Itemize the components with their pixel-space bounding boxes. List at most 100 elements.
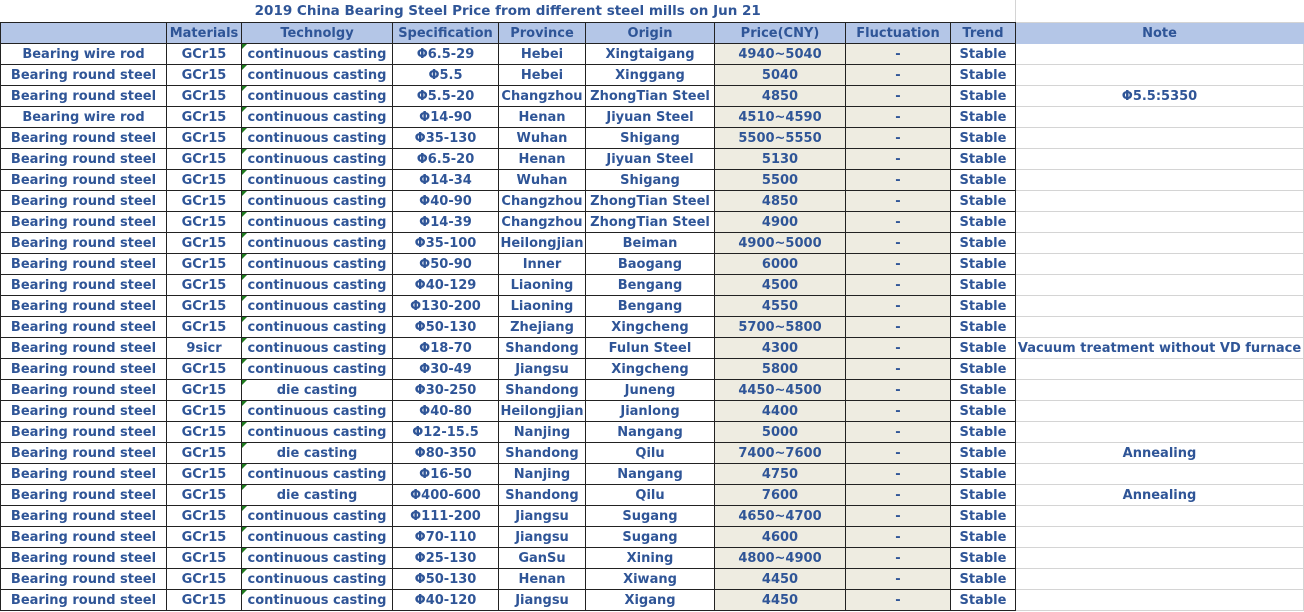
cell-province[interactable]: Changzhou xyxy=(498,211,586,233)
cell-product[interactable]: Bearing round steel xyxy=(0,589,167,611)
header-product[interactable] xyxy=(0,22,167,44)
cell-product[interactable]: Bearing round steel xyxy=(0,505,167,527)
cell-note[interactable] xyxy=(1015,568,1304,590)
cell-origin[interactable]: Xingcheng xyxy=(585,316,715,338)
cell-province[interactable]: Jiangsu xyxy=(498,505,586,527)
cell-origin[interactable]: Beiman xyxy=(585,232,715,254)
cell-note[interactable] xyxy=(1015,295,1304,317)
cell-product[interactable]: Bearing round steel xyxy=(0,358,167,380)
cell-specification[interactable]: Φ6.5-20 xyxy=(392,148,499,170)
cell-origin[interactable]: Nangang xyxy=(585,463,715,485)
cell-note[interactable] xyxy=(1015,526,1304,548)
cell-note[interactable] xyxy=(1015,148,1304,170)
cell-materials[interactable]: GCr15 xyxy=(166,232,242,254)
cell-origin[interactable]: Xigang xyxy=(585,589,715,611)
cell-province[interactable]: Changzhou xyxy=(498,85,586,107)
cell-materials[interactable]: GCr15 xyxy=(166,85,242,107)
cell-province[interactable]: Shandong xyxy=(498,337,586,359)
cell-product[interactable]: Bearing round steel xyxy=(0,463,167,485)
cell-product[interactable]: Bearing round steel xyxy=(0,421,167,443)
cell-price[interactable]: 4850 xyxy=(714,190,846,212)
cell-specification[interactable]: Φ12-15.5 xyxy=(392,421,499,443)
cell-province[interactable]: Inner xyxy=(498,253,586,275)
cell-technology[interactable]: continuous casting xyxy=(241,421,393,443)
cell-note[interactable] xyxy=(1015,379,1304,401)
cell-materials[interactable]: GCr15 xyxy=(166,316,242,338)
cell-materials[interactable]: GCr15 xyxy=(166,400,242,422)
cell-specification[interactable]: Φ40-80 xyxy=(392,400,499,422)
cell-origin[interactable]: Qilu xyxy=(585,442,715,464)
cell-product[interactable]: Bearing round steel xyxy=(0,568,167,590)
cell-product[interactable]: Bearing round steel xyxy=(0,526,167,548)
cell-product[interactable]: Bearing round steel xyxy=(0,127,167,149)
cell-fluctuation[interactable]: - xyxy=(845,568,951,590)
cell-product[interactable]: Bearing round steel xyxy=(0,211,167,233)
cell-note[interactable]: Annealing xyxy=(1015,484,1304,506)
cell-trend[interactable]: Stable xyxy=(950,169,1016,191)
cell-product[interactable]: Bearing round steel xyxy=(0,295,167,317)
cell-fluctuation[interactable]: - xyxy=(845,64,951,86)
cell-origin[interactable]: Xining xyxy=(585,547,715,569)
cell-origin[interactable]: Jiyuan Steel xyxy=(585,148,715,170)
header-materials[interactable]: Materials xyxy=(166,22,242,44)
cell-price[interactable]: 7600 xyxy=(714,484,846,506)
cell-technology[interactable]: die casting xyxy=(241,484,393,506)
cell-trend[interactable]: Stable xyxy=(950,211,1016,233)
cell-price[interactable]: 5040 xyxy=(714,64,846,86)
cell-origin[interactable]: Jianlong xyxy=(585,400,715,422)
cell-note[interactable] xyxy=(1015,253,1304,275)
cell-note[interactable] xyxy=(1015,463,1304,485)
cell-materials[interactable]: GCr15 xyxy=(166,253,242,275)
cell-fluctuation[interactable]: - xyxy=(845,526,951,548)
cell-fluctuation[interactable]: - xyxy=(845,421,951,443)
cell-materials[interactable]: GCr15 xyxy=(166,64,242,86)
cell-province[interactable]: Henan xyxy=(498,106,586,128)
cell-specification[interactable]: Φ30-49 xyxy=(392,358,499,380)
cell-province[interactable]: Henan xyxy=(498,568,586,590)
cell-origin[interactable]: Bengang xyxy=(585,295,715,317)
cell-technology[interactable]: die casting xyxy=(241,379,393,401)
cell-price[interactable]: 4800~4900 xyxy=(714,547,846,569)
cell-materials[interactable]: GCr15 xyxy=(166,589,242,611)
cell-note[interactable] xyxy=(1015,127,1304,149)
cell-fluctuation[interactable]: - xyxy=(845,127,951,149)
cell-specification[interactable]: Φ5.5 xyxy=(392,64,499,86)
cell-province[interactable]: Shandong xyxy=(498,379,586,401)
cell-materials[interactable]: GCr15 xyxy=(166,148,242,170)
cell-technology[interactable]: continuous casting xyxy=(241,526,393,548)
cell-fluctuation[interactable]: - xyxy=(845,589,951,611)
cell-materials[interactable]: GCr15 xyxy=(166,43,242,65)
cell-product[interactable]: Bearing round steel xyxy=(0,484,167,506)
cell-materials[interactable]: GCr15 xyxy=(166,190,242,212)
cell-technology[interactable]: continuous casting xyxy=(241,85,393,107)
cell-materials[interactable]: GCr15 xyxy=(166,547,242,569)
cell-product[interactable]: Bearing round steel xyxy=(0,400,167,422)
cell-product[interactable]: Bearing round steel xyxy=(0,442,167,464)
cell-note[interactable] xyxy=(1015,589,1304,611)
cell-technology[interactable]: continuous casting xyxy=(241,589,393,611)
cell-price[interactable]: 5130 xyxy=(714,148,846,170)
cell-materials[interactable]: GCr15 xyxy=(166,358,242,380)
cell-product[interactable]: Bearing round steel xyxy=(0,274,167,296)
cell-fluctuation[interactable]: - xyxy=(845,400,951,422)
cell-materials[interactable]: GCr15 xyxy=(166,106,242,128)
cell-product[interactable]: Bearing round steel xyxy=(0,379,167,401)
cell-note[interactable] xyxy=(1015,169,1304,191)
cell-materials[interactable]: GCr15 xyxy=(166,505,242,527)
cell-trend[interactable]: Stable xyxy=(950,148,1016,170)
cell-price[interactable]: 7400~7600 xyxy=(714,442,846,464)
header-origin[interactable]: Origin xyxy=(585,22,715,44)
cell-province[interactable]: Heilongjian xyxy=(498,232,586,254)
cell-trend[interactable]: Stable xyxy=(950,505,1016,527)
cell-trend[interactable]: Stable xyxy=(950,43,1016,65)
cell-technology[interactable]: continuous casting xyxy=(241,253,393,275)
cell-materials[interactable]: GCr15 xyxy=(166,526,242,548)
cell-price[interactable]: 4500 xyxy=(714,274,846,296)
cell-technology[interactable]: continuous casting xyxy=(241,274,393,296)
cell-specification[interactable]: Φ50-90 xyxy=(392,253,499,275)
cell-materials[interactable]: GCr15 xyxy=(166,211,242,233)
cell-trend[interactable]: Stable xyxy=(950,316,1016,338)
cell-materials[interactable]: GCr15 xyxy=(166,169,242,191)
cell-technology[interactable]: continuous casting xyxy=(241,232,393,254)
cell-product[interactable]: Bearing round steel xyxy=(0,337,167,359)
